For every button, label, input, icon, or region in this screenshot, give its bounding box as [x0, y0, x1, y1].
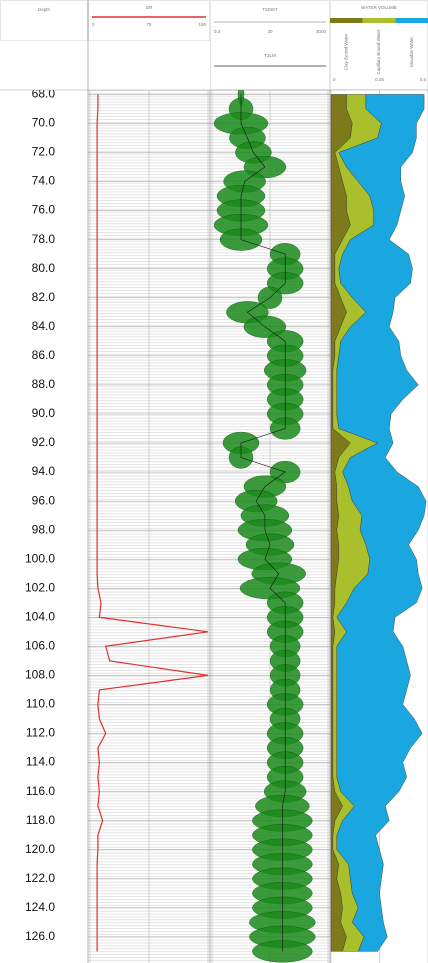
- x-tick-label: 150: [198, 22, 206, 27]
- depth-label: 78.0: [32, 232, 56, 246]
- header-box: [210, 0, 330, 90]
- depth-label: 98.0: [32, 522, 56, 536]
- x-tick-label: 30: [267, 29, 273, 34]
- depth-title: Depth: [38, 7, 51, 12]
- track-title: GR: [146, 5, 154, 10]
- gr-curve: [96, 94, 209, 952]
- depth-label: 106.0: [25, 639, 55, 653]
- x-tick-label: 0.5: [420, 77, 427, 82]
- depth-label: 96.0: [32, 493, 56, 507]
- depth-label: 116.0: [26, 784, 55, 798]
- legend-label: Movable Water: [409, 36, 414, 67]
- depth-label: 74.0: [32, 174, 56, 188]
- depth-label: 76.0: [32, 203, 56, 217]
- depth-label: 110.0: [26, 697, 55, 711]
- depth-label: 90.0: [32, 406, 56, 420]
- legend-swatch: [330, 18, 363, 23]
- depth-label: 80.0: [32, 261, 56, 275]
- depth-label: 88.0: [32, 377, 56, 391]
- depth-label: 68.0: [32, 87, 56, 101]
- depth-label: 124.0: [25, 900, 55, 914]
- depth-label: 86.0: [32, 348, 56, 362]
- x-tick-label: 0: [92, 22, 95, 27]
- depth-label: 118.0: [26, 813, 55, 827]
- depth-label: 112.0: [26, 726, 55, 740]
- depth-label: 108.0: [25, 668, 55, 682]
- water-area: [336, 94, 427, 952]
- depth-label: 84.0: [32, 319, 56, 333]
- x-tick-label: 3000: [316, 29, 327, 34]
- depth-label: 126.0: [25, 929, 55, 943]
- legend-swatch: [362, 18, 396, 23]
- header: Depth GR 0 75 150 T2DIST T2LM 0.3 30 3000 WATER V…: [0, 0, 428, 91]
- header-box: [0, 0, 88, 41]
- track-title: WATER VOLUME: [361, 5, 397, 10]
- depth-label: 104.0: [25, 609, 55, 623]
- depth-label: 102.0: [25, 580, 55, 594]
- depth-label: 72.0: [32, 145, 56, 159]
- legend-label: Clay Bound Water: [344, 33, 349, 70]
- depth-label: 114.0: [26, 755, 55, 769]
- depth-label: 70.0: [32, 116, 56, 130]
- depth-label: 120.0: [25, 842, 55, 856]
- depth-label: 100.0: [25, 551, 55, 565]
- x-tick-label: 0.3: [214, 29, 221, 34]
- depth-label: 82.0: [32, 290, 56, 304]
- legend-label: Capillary Bound Water: [376, 29, 381, 74]
- legend-swatch: [395, 18, 428, 23]
- x-tick-label: 75: [146, 22, 152, 27]
- x-tick-label: 0: [333, 77, 336, 82]
- plot-area: 68.0 70.0 72.0 74.0 76.0 78.0 80.0 82.0 84.0 86.0…: [25, 87, 428, 963]
- header-box: [88, 0, 210, 41]
- header-bg: [0, 0, 428, 90]
- depth-label: 92.0: [32, 435, 56, 449]
- t2lm-curve: [240, 94, 286, 952]
- track-subtitle: T2LM: [264, 53, 276, 58]
- x-tick-label: 0.25: [375, 77, 384, 82]
- depth-label: 94.0: [32, 464, 56, 478]
- depth-label: 122.0: [25, 871, 55, 885]
- track-title: T2DIST: [262, 7, 278, 12]
